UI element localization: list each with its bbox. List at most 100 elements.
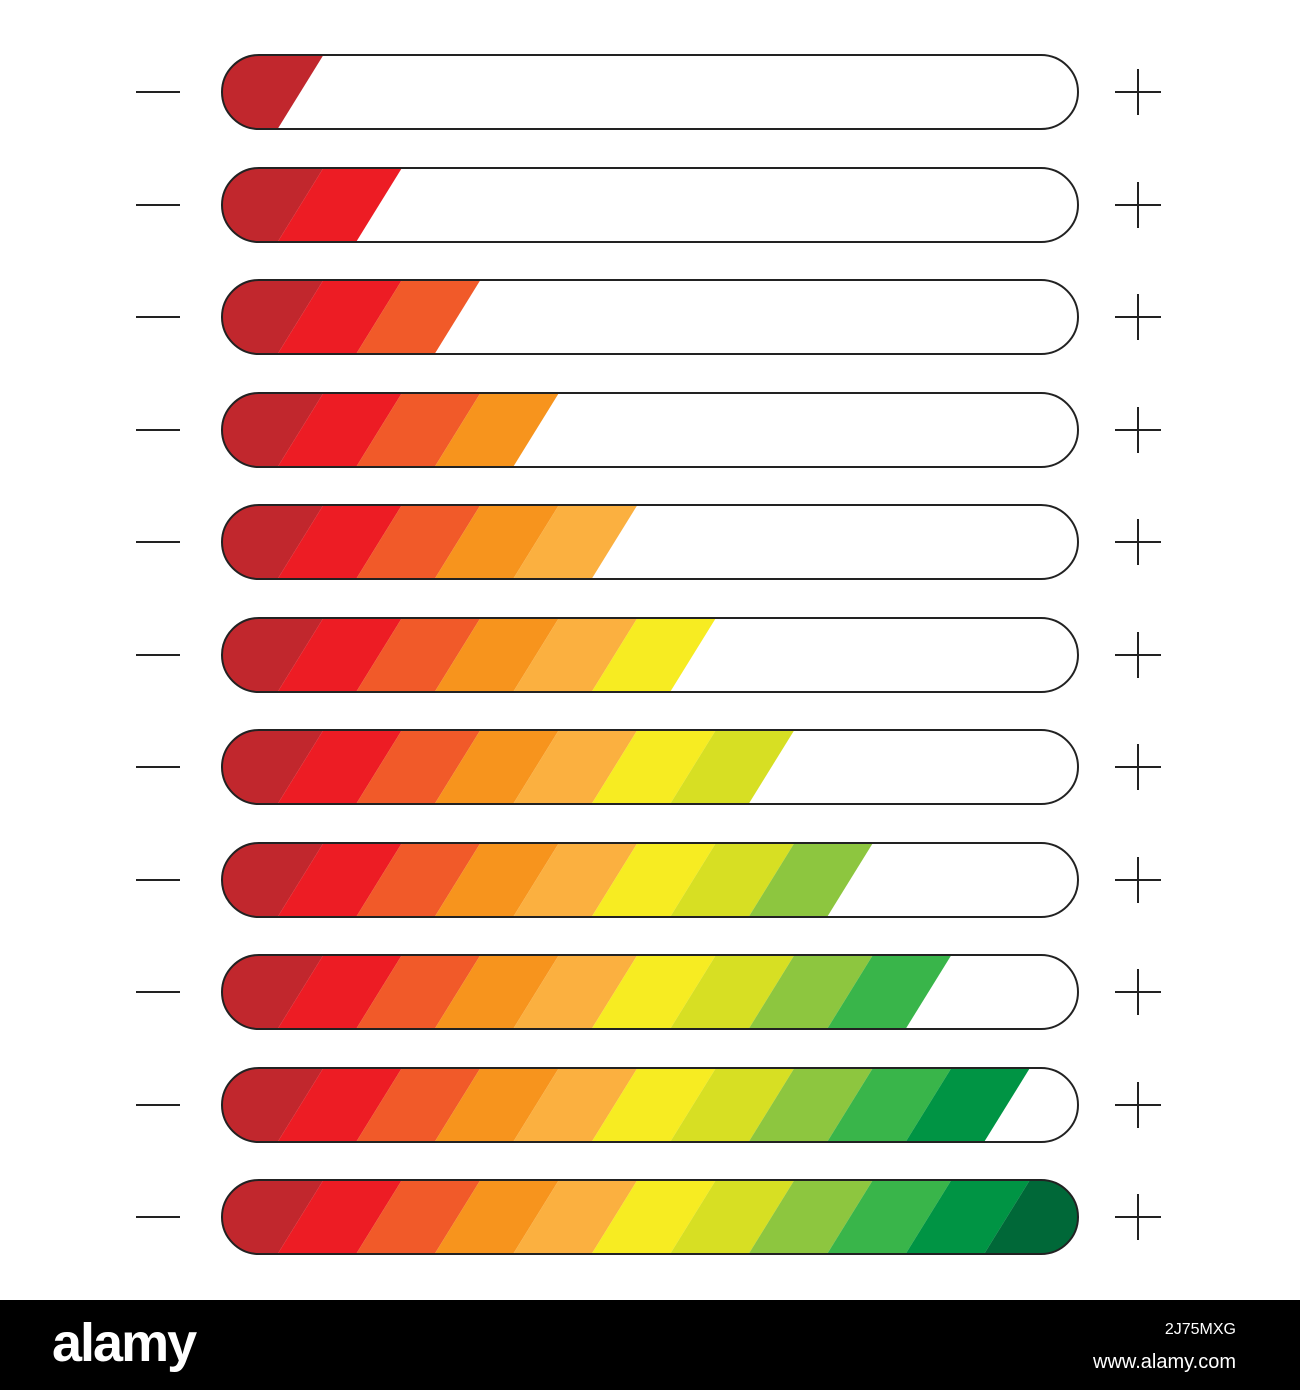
meter-segment-5 <box>512 730 638 804</box>
meter-segment-3 <box>355 842 481 917</box>
meter-segment-6 <box>591 1067 717 1142</box>
meter-segment-4 <box>434 617 560 692</box>
meter-segment-6 <box>591 730 717 804</box>
plus-icon[interactable] <box>1115 406 1161 453</box>
meter-segment-2 <box>277 167 403 242</box>
minus-icon[interactable] <box>136 91 180 93</box>
meter-fill <box>222 955 952 1029</box>
meter-outline <box>221 1066 1079 1143</box>
meter-segment-1 <box>222 1180 324 1254</box>
meter-segment-7 <box>669 730 795 804</box>
meter-fill <box>222 617 717 692</box>
meter-segment-6 <box>591 617 717 692</box>
meter-row-11 <box>0 1179 1300 1255</box>
meter-segment-8 <box>748 842 874 917</box>
meter-segment-2 <box>277 955 403 1029</box>
meter-segment-2 <box>277 842 403 917</box>
meter-segment-11 <box>983 1180 1078 1254</box>
minus-icon[interactable] <box>136 878 180 881</box>
plus-icon[interactable] <box>1115 69 1161 115</box>
meter-row-10 <box>0 1066 1300 1143</box>
meter-bar <box>221 729 1079 805</box>
meter-row-3 <box>0 279 1300 355</box>
meter-segment-5 <box>512 505 638 579</box>
meter-segment-2 <box>277 505 403 579</box>
meter-segment-1 <box>222 842 324 917</box>
meter-segment-1 <box>222 730 324 804</box>
meter-outline <box>221 391 1079 468</box>
meter-fill <box>222 280 481 354</box>
meter-segment-5 <box>512 617 638 692</box>
meter-bar <box>221 1179 1079 1255</box>
meter-segment-4 <box>434 1180 560 1254</box>
plus-icon[interactable] <box>1115 294 1161 340</box>
meter-segment-4 <box>434 392 560 467</box>
meter-fill <box>222 392 560 467</box>
meter-segment-2 <box>277 1067 403 1142</box>
minus-icon[interactable] <box>136 541 180 543</box>
meter-outline <box>221 729 1079 805</box>
meter-segment-8 <box>748 1067 874 1142</box>
meter-segment-9 <box>826 1180 952 1254</box>
plus-icon[interactable] <box>1115 744 1161 790</box>
meter-segment-9 <box>826 1067 952 1142</box>
meter-segment-3 <box>355 1067 481 1142</box>
meter-fill <box>222 730 795 804</box>
meter-segment-3 <box>355 392 481 467</box>
plus-icon[interactable] <box>1115 856 1161 903</box>
meter-segment-7 <box>669 1067 795 1142</box>
image-id: 2J75MXG <box>1164 1321 1236 1338</box>
meter-segment-10 <box>905 1180 1031 1254</box>
meter-segment-5 <box>512 1180 638 1254</box>
plus-icon[interactable] <box>1115 969 1161 1015</box>
meter-segment-1 <box>222 167 324 242</box>
footer-url: www.alamy.com <box>1093 1351 1236 1373</box>
meter-segment-1 <box>222 505 324 579</box>
plus-icon[interactable] <box>1115 181 1161 228</box>
minus-icon[interactable] <box>136 766 180 768</box>
meter-segment-4 <box>434 505 560 579</box>
meter-segment-3 <box>355 505 481 579</box>
level-meters <box>0 54 1300 1255</box>
minus-icon[interactable] <box>136 203 180 206</box>
meter-track <box>222 167 1078 242</box>
meter-segment-6 <box>591 955 717 1029</box>
meter-segment-6 <box>591 1180 717 1254</box>
meter-segment-2 <box>277 617 403 692</box>
meter-row-9 <box>0 954 1300 1030</box>
meter-segment-8 <box>748 1180 874 1254</box>
meter-outline <box>221 954 1079 1030</box>
meter-segment-1 <box>222 392 324 467</box>
minus-icon[interactable] <box>136 991 180 993</box>
plus-icon[interactable] <box>1115 1194 1161 1240</box>
meter-segment-5 <box>512 1067 638 1142</box>
meter-fill <box>222 167 403 242</box>
meter-row-1 <box>0 54 1300 130</box>
meter-row-7 <box>0 729 1300 805</box>
meter-segment-4 <box>434 955 560 1029</box>
plus-icon[interactable] <box>1115 631 1161 678</box>
meter-segment-5 <box>512 842 638 917</box>
meter-fill <box>222 55 324 129</box>
meter-bar <box>221 1066 1079 1143</box>
meter-row-4 <box>0 391 1300 468</box>
plus-icon[interactable] <box>1115 519 1161 565</box>
plus-icon[interactable] <box>1115 1081 1161 1128</box>
meter-segment-9 <box>826 955 952 1029</box>
minus-icon[interactable] <box>136 428 180 431</box>
meter-segment-2 <box>277 730 403 804</box>
minus-icon[interactable] <box>136 316 180 318</box>
meter-segment-4 <box>434 730 560 804</box>
minus-icon[interactable] <box>136 1216 180 1218</box>
meter-segment-2 <box>277 392 403 467</box>
meter-row-2 <box>0 166 1300 243</box>
meter-bar <box>221 504 1079 580</box>
meter-segment-2 <box>277 280 403 354</box>
meter-segment-5 <box>512 955 638 1029</box>
meter-segment-7 <box>669 955 795 1029</box>
meter-fill <box>222 1180 1078 1254</box>
meter-row-5 <box>0 504 1300 580</box>
minus-icon[interactable] <box>136 653 180 656</box>
minus-icon[interactable] <box>136 1103 180 1106</box>
meter-segment-1 <box>222 955 324 1029</box>
